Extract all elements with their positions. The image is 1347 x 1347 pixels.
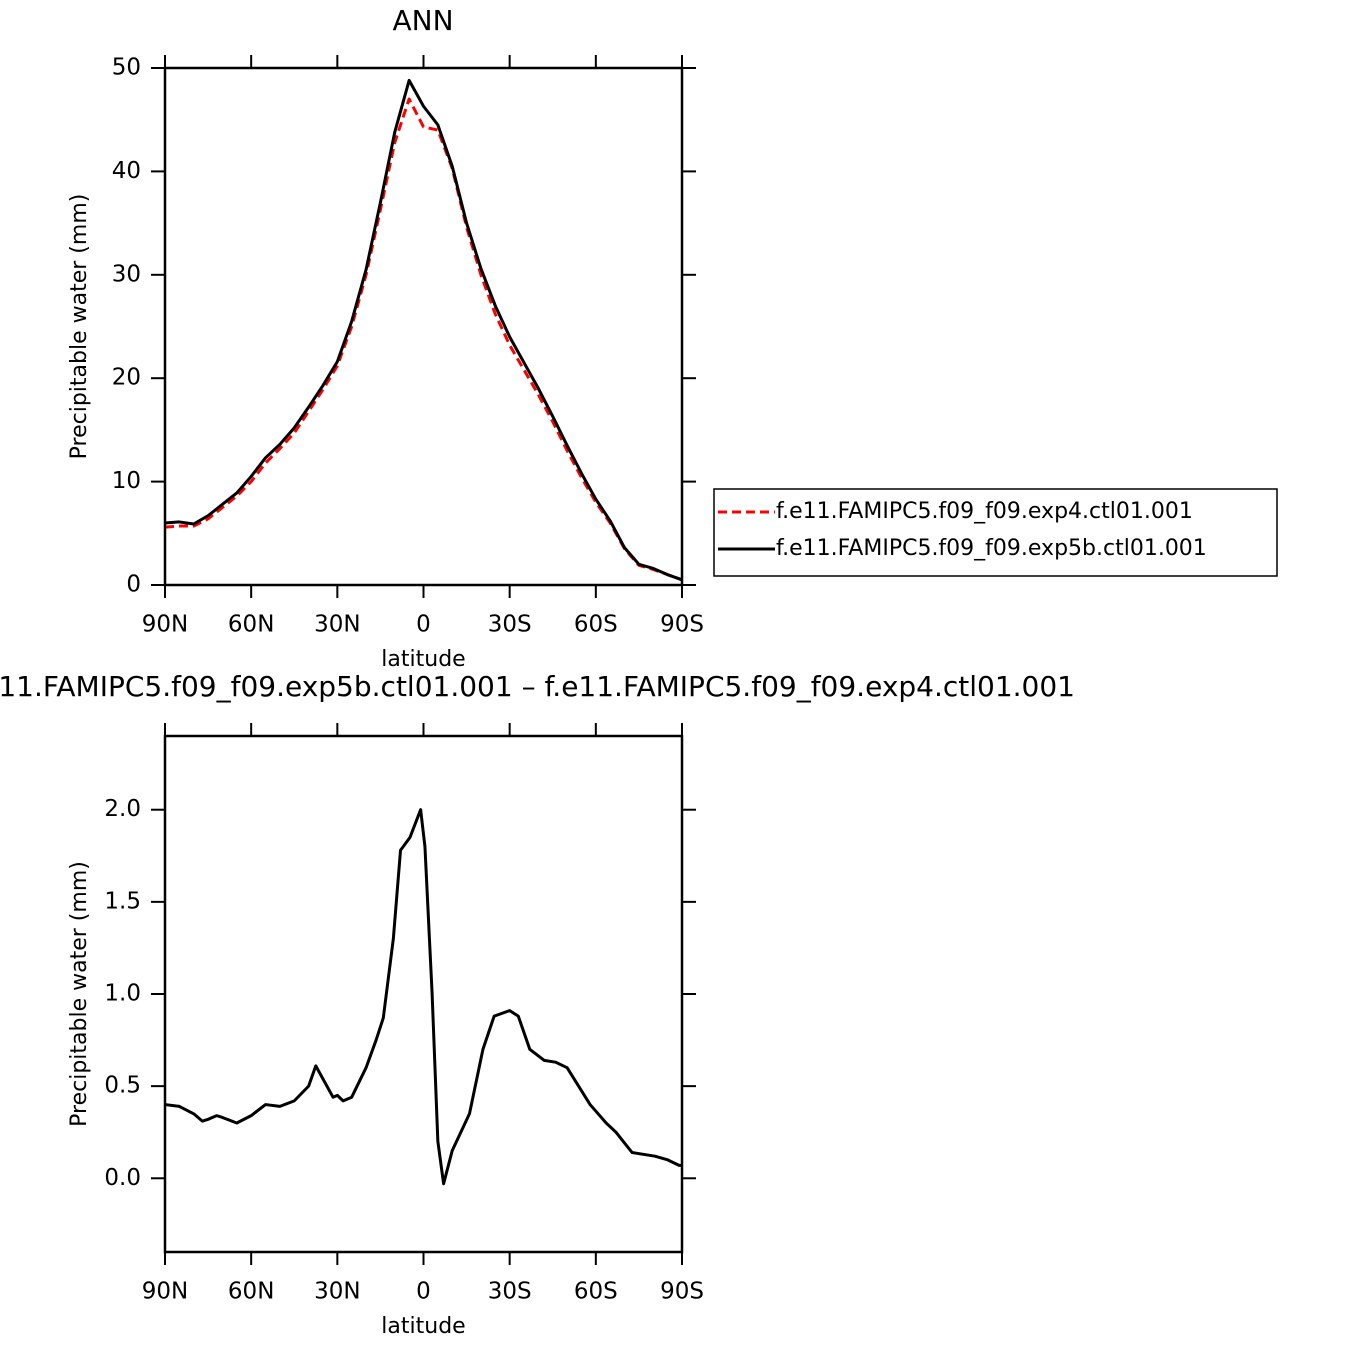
y-tick-label: 0.0 xyxy=(104,1165,141,1191)
x-tick-label: 30S xyxy=(488,612,532,638)
data-line xyxy=(164,808,682,1186)
y-axis-label: Precipitable water (mm) xyxy=(67,194,92,460)
x-tick-label: 60N xyxy=(228,1279,274,1305)
data-line xyxy=(164,78,683,582)
x-tick-label: 0 xyxy=(416,1279,431,1305)
legend-label: f.e11.FAMIPC5.f09_f09.exp4.ctl01.001 xyxy=(776,499,1193,524)
x-tick-label: 90N xyxy=(142,1279,188,1305)
x-tick-label: 60N xyxy=(228,612,274,638)
y-tick-label: 10 xyxy=(112,468,141,494)
x-axis-label: latitude xyxy=(381,647,465,672)
chart-title: ANN xyxy=(392,4,453,37)
x-tick-label: 90N xyxy=(142,612,188,638)
plot-frame xyxy=(163,734,684,1254)
plot-frame xyxy=(163,66,684,587)
x-tick-label: 90S xyxy=(660,1279,704,1305)
x-tick-label: 60S xyxy=(574,1279,618,1305)
x-tick-label: 30N xyxy=(314,612,360,638)
x-tick-label: 60S xyxy=(574,612,618,638)
y-tick-label: 40 xyxy=(112,158,141,184)
y-axis-label: Precipitable water (mm) xyxy=(67,861,92,1127)
y-tick-label: 1.5 xyxy=(104,888,141,914)
y-tick-label: 2.0 xyxy=(104,796,141,822)
data-line xyxy=(164,97,683,582)
x-tick-label: 90S xyxy=(660,612,704,638)
legend-box xyxy=(713,488,1278,577)
x-tick-label: 0 xyxy=(416,612,431,638)
y-tick-label: 0.5 xyxy=(104,1073,141,1099)
chart-title: f.e11.FAMIPC5.f09_f09.exp5b.ctl01.001 – … xyxy=(0,670,1075,703)
y-tick-label: 1.0 xyxy=(104,981,141,1007)
y-tick-label: 20 xyxy=(112,365,141,391)
x-tick-label: 30N xyxy=(314,1279,360,1305)
y-tick-label: 50 xyxy=(112,55,141,81)
x-tick-label: 30S xyxy=(488,1279,532,1305)
legend-label: f.e11.FAMIPC5.f09_f09.exp5b.ctl01.001 xyxy=(776,536,1207,561)
x-axis-label: latitude xyxy=(381,1314,465,1339)
y-tick-label: 30 xyxy=(112,261,141,287)
y-tick-label: 0 xyxy=(126,572,141,598)
